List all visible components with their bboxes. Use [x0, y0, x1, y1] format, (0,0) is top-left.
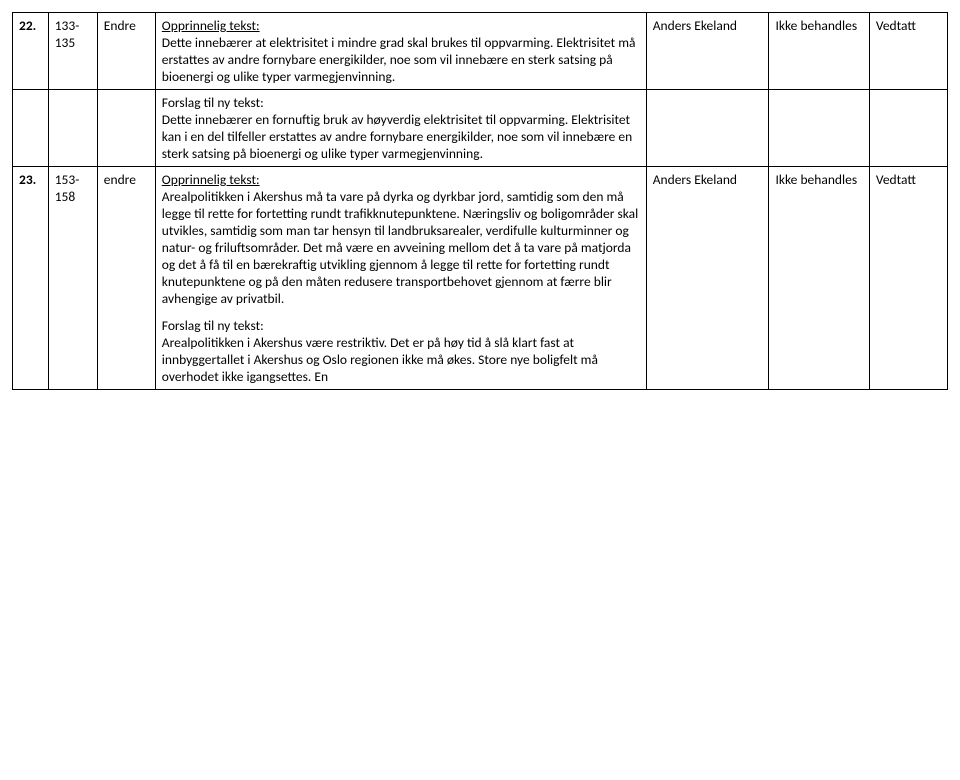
- result: Vedtatt: [869, 13, 947, 90]
- line-range: [48, 90, 97, 167]
- status: [769, 90, 869, 167]
- proposal-text: Opprinnelig tekst: Arealpolitikken i Ake…: [155, 167, 646, 390]
- proposer: [646, 90, 769, 167]
- table-row: 22. 133-135 Endre Opprinnelig tekst: Det…: [13, 13, 948, 90]
- new-body: Arealpolitikken i Akershus være restrikt…: [162, 334, 640, 385]
- proposer: Anders Ekeland: [646, 167, 769, 390]
- new-label: Forslag til ny tekst:: [162, 317, 264, 334]
- original-label: Opprinnelig tekst:: [162, 17, 260, 34]
- original-body: Arealpolitikken i Akershus må ta vare på…: [162, 188, 640, 307]
- proposal-text: Opprinnelig tekst: Dette innebærer at el…: [155, 13, 646, 90]
- original-body: Dette innebærer at elektrisitet i mindre…: [162, 34, 640, 85]
- row-number: [13, 90, 49, 167]
- status: Ikke behandles: [769, 13, 869, 90]
- row-number: 23.: [13, 167, 49, 390]
- line-range: 133-135: [48, 13, 97, 90]
- amendment-table: 22. 133-135 Endre Opprinnelig tekst: Det…: [12, 12, 948, 390]
- table-row: Forslag til ny tekst: Dette innebærer en…: [13, 90, 948, 167]
- proposal-text: Forslag til ny tekst: Dette innebærer en…: [155, 90, 646, 167]
- new-body: Dette innebærer en fornuftig bruk av høy…: [162, 111, 640, 162]
- result: Vedtatt: [869, 167, 947, 390]
- row-number: 22.: [13, 13, 49, 90]
- change-type: [97, 90, 155, 167]
- status: Ikke behandles: [769, 167, 869, 390]
- change-type: Endre: [97, 13, 155, 90]
- line-range: 153-158: [48, 167, 97, 390]
- change-type: endre: [97, 167, 155, 390]
- new-label: Forslag til ny tekst:: [162, 94, 264, 111]
- table-row: 23. 153-158 endre Opprinnelig tekst: Are…: [13, 167, 948, 390]
- result: [869, 90, 947, 167]
- original-label: Opprinnelig tekst:: [162, 171, 260, 188]
- proposer: Anders Ekeland: [646, 13, 769, 90]
